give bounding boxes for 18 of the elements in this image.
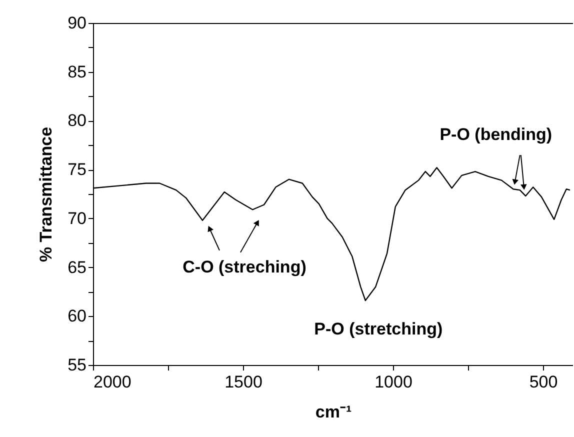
x-tick-label: 2000 bbox=[94, 372, 132, 392]
y-tick-label: 60 bbox=[68, 306, 86, 326]
y-tick-label: 65 bbox=[68, 258, 86, 277]
line-series bbox=[92, 167, 571, 302]
y-tick-label: 55 bbox=[68, 356, 86, 374]
y-tick-label: 70 bbox=[68, 208, 86, 228]
y-tick-label: 85 bbox=[68, 62, 86, 82]
x-tick-label: 1500 bbox=[224, 372, 262, 392]
annotation: P-O (bending) bbox=[440, 125, 552, 144]
y-tick-label: 90 bbox=[68, 14, 86, 32]
x-axis-title: cm⁻¹ bbox=[315, 402, 352, 422]
annotation: P-O (stretching) bbox=[314, 320, 443, 339]
x-tick-label: 500 bbox=[529, 372, 558, 392]
y-tick-label: 75 bbox=[68, 160, 86, 180]
y-tick-label: 80 bbox=[68, 111, 86, 130]
annotation: C-O (streching) bbox=[182, 257, 306, 276]
x-tick-label: 1000 bbox=[374, 372, 412, 392]
y-axis-title: % Transmittance bbox=[36, 126, 56, 262]
